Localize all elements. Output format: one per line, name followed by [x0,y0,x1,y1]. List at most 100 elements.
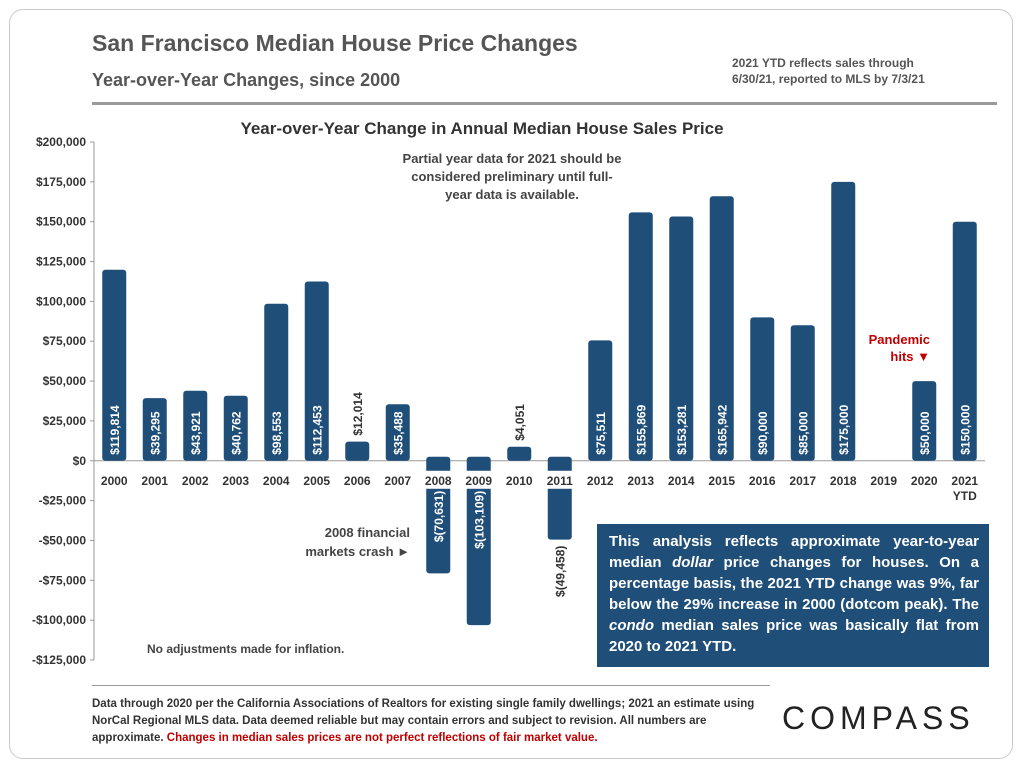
category-label-2007: 2007 [384,474,411,488]
category-label-bg [542,470,577,489]
category-label-bg [259,470,294,489]
category-label-2020: 2020 [911,474,938,488]
data-label-2014: $153,281 [675,404,689,454]
info-text-2: price changes for houses. On a percentag… [609,554,979,613]
data-label-2008: $(70,631) [432,491,446,542]
data-label-2012: $75,511 [594,412,608,455]
page-title: San Francisco Median House Price Changes [92,30,578,56]
category-label-bg [785,470,820,489]
chart-title: Year-over-Year Change in Annual Median H… [240,119,723,138]
info-text-1: This analysis reflects approximate year-… [609,533,979,571]
category-label-bg [299,470,334,489]
y-tick-label: $100,000 [36,294,86,308]
category-label-2018: 2018 [830,474,857,488]
data-label-2009: $(103,109) [473,491,487,549]
y-tick-label: -$75,000 [39,573,87,587]
category-label-2017: 2017 [789,474,816,488]
footer-disclaimer: Data through 2020 per the California Ass… [92,696,762,747]
category-label-bg [583,470,618,489]
pandemic-annotation-line: Pandemic [869,332,930,347]
data-label-2000: $119,814 [108,405,122,455]
category-label-bg [704,470,739,489]
y-tick-label: $25,000 [43,414,87,428]
bar-2005 [304,281,329,461]
data-label-2011: $(49,458) [554,546,568,597]
category-label-bg [340,470,375,489]
footer-text: Data through 2020 per the California Ass… [92,698,755,744]
y-tick-label: -$125,000 [32,653,86,667]
category-label-bg [97,470,132,489]
ytd-note-line-1: 2021 YTD reflects sales through [732,56,914,70]
bar-chart: Year-over-Year Change in Annual Median H… [32,119,985,667]
category-label-bg [380,470,415,489]
category-label-bg [137,470,172,489]
ytd-note-line-2: 6/30/21, reported to MLS by 7/3/21 [732,72,925,86]
bar-2020 [912,381,937,461]
category-label-2016: 2016 [749,474,776,488]
y-tick-label: $150,000 [36,215,86,229]
category-label-2008: 2008 [425,474,452,488]
compass-logo: COMPASS [782,700,975,736]
data-label-2018: $175,000 [837,404,851,454]
category-label-bg [421,470,456,489]
category-label-2019: 2019 [870,474,897,488]
category-label-bg [178,470,213,489]
category-label-bg [866,470,901,489]
category-label-2006: 2006 [344,474,371,488]
category-label-bg [218,470,253,489]
y-tick-label: -$25,000 [39,494,87,508]
bar-2001 [142,398,167,461]
analysis-info-box: This analysis reflects approximate year-… [597,524,989,667]
info-text-3: median sales price was basically flat fr… [609,617,979,655]
partial-year-note-line: considered preliminary until full- [411,169,613,184]
bar-2003 [223,395,248,461]
category-label-2004: 2004 [263,474,290,488]
bar-2014 [669,216,694,461]
y-tick-label: -$50,000 [39,533,87,547]
bar-2004 [264,303,289,461]
category-label-2009: 2009 [465,474,492,488]
category-label-2010: 2010 [506,474,533,488]
category-label-bg [826,470,861,489]
y-tick-label: $50,000 [43,374,87,388]
partial-year-note-line: Partial year data for 2021 should be [403,151,622,166]
category-label-bg [664,470,699,489]
y-tick-label: -$100,000 [32,613,86,627]
footer-warning: Changes in median sales prices are not p… [166,732,598,744]
bar-2016 [750,317,775,461]
data-label-2016: $90,000 [756,411,770,455]
category-label-2003: 2003 [222,474,249,488]
y-tick-label: $175,000 [36,175,86,189]
category-label-2015: 2015 [708,474,735,488]
category-sublabel-2021: YTD [953,489,977,503]
category-label-bg [502,470,537,489]
data-label-2004: $98,553 [270,411,284,455]
inflation-note: No adjustments made for inflation. [147,642,344,656]
footer-divider [92,685,770,686]
data-label-2017: $85,000 [797,411,811,455]
data-label-2002: $43,921 [189,411,203,455]
category-label-2005: 2005 [303,474,330,488]
data-label-2015: $165,942 [716,404,730,454]
category-label-2013: 2013 [627,474,654,488]
info-condo: condo [609,617,654,634]
bar-2007 [385,404,410,461]
header-divider [92,102,997,105]
crash-annotation-line: 2008 financial [325,525,410,540]
data-label-2020: $50,000 [918,411,932,455]
category-label-2014: 2014 [668,474,695,488]
crash-annotation-line: markets crash ► [305,544,410,559]
data-label-2007: $35,488 [392,411,406,455]
bar-2000 [102,269,127,461]
category-label-bg [745,470,780,489]
y-tick-label: $125,000 [36,255,86,269]
ytd-note: 2021 YTD reflects sales through 6/30/21,… [732,55,992,87]
bar-2012 [588,340,613,461]
bar-2013 [628,212,653,461]
bar-2006 [345,441,370,461]
data-label-2010: $4,051 [513,404,527,441]
category-label-bg [623,470,658,489]
data-label-2001: $39,295 [149,411,163,455]
y-tick-label: $0 [73,454,87,468]
page-subtitle: Year-over-Year Changes, since 2000 [92,70,401,90]
